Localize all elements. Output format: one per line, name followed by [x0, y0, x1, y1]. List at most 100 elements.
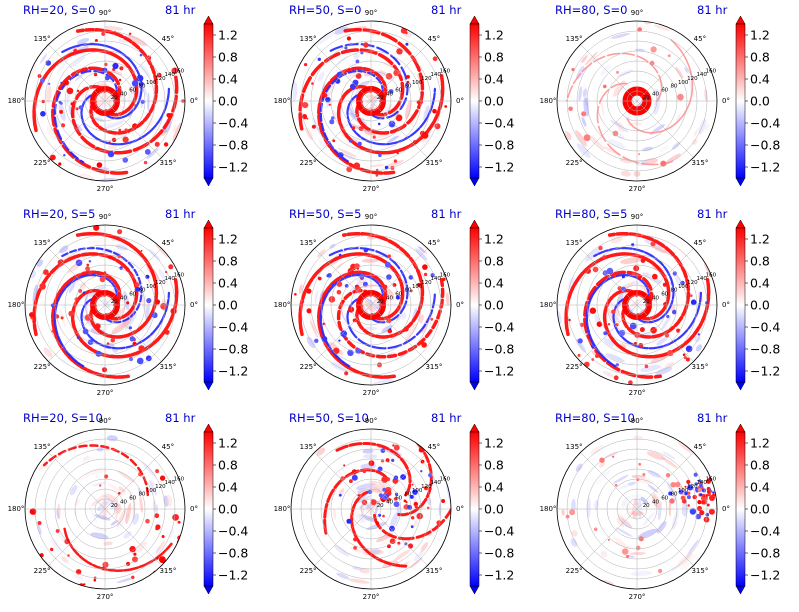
convective-cell: [154, 299, 161, 305]
polar-outline: [556, 20, 718, 182]
convective-cell: [84, 314, 92, 321]
convective-cell: [108, 141, 111, 144]
convective-cell: [383, 284, 388, 289]
field-streak: [575, 463, 583, 472]
angle-tick-label: 90°: [630, 9, 644, 17]
rainband: [80, 87, 170, 146]
field-streak: [139, 63, 151, 78]
rainband: [75, 27, 159, 135]
convective-cell: [693, 472, 698, 477]
angle-tick-label: 315°: [425, 363, 443, 372]
convective-cell: [637, 27, 642, 32]
convective-cell: [441, 499, 446, 503]
radial-tick-label: 100: [678, 284, 689, 290]
convective-cell: [342, 299, 345, 303]
angle-tick-label: 315°: [691, 159, 709, 168]
convective-cell: [650, 241, 656, 247]
convective-cell: [385, 73, 393, 80]
field-streak: [330, 362, 347, 372]
panel-title: RH=20, S=10: [23, 411, 103, 425]
radial-tick-label: 160: [440, 476, 451, 482]
radial-tick-label: 20: [111, 503, 118, 509]
convective-cell: [718, 494, 725, 501]
field-streak: [334, 26, 349, 35]
field-streak: [332, 110, 337, 119]
field-streak: [674, 274, 683, 288]
colorbar-tick-label: 0.4: [218, 276, 238, 291]
field-streak: [124, 313, 137, 331]
colorbar-gradient: [735, 227, 746, 383]
convective-cell: [607, 323, 611, 326]
angle-tick-label: 0°: [190, 301, 198, 309]
convective-cell: [709, 495, 715, 501]
field-streak: [581, 55, 588, 63]
field-streak: [677, 249, 687, 258]
radial-tick-label: 40: [120, 295, 127, 301]
angular-gridline: [48, 248, 106, 306]
colorbar: 1.2 0.8 0.4 0.0 −0.4 −0.8 −1.2: [469, 16, 514, 186]
convective-cell: [367, 489, 373, 495]
convective-cell: [697, 488, 702, 493]
angle-tick-label: 180°: [7, 301, 25, 309]
convective-cell: [687, 491, 691, 495]
convective-cell: [129, 336, 135, 342]
convective-cell: [302, 102, 309, 109]
colorbar-tick-label: −1.2: [750, 364, 780, 379]
colorbar-tick-label: −0.4: [218, 116, 248, 131]
colorbar-tick-label: 1.2: [484, 436, 504, 451]
convective-cell: [667, 350, 674, 357]
angle-tick-label: 0°: [722, 505, 730, 513]
convective-cell: [634, 341, 637, 345]
angular-gridline: [370, 508, 428, 566]
angular-gridline: [48, 508, 106, 566]
panel: RH=50, S=0 81 hr 20 40 60 80 100 120 140 160 0° 45°…: [266, 0, 532, 204]
field-streak: [581, 116, 587, 127]
colorbar-tick-label: −1.2: [218, 364, 248, 379]
convective-cell: [165, 270, 168, 274]
convective-cell: [708, 508, 715, 515]
angle-tick-label: 90°: [364, 213, 378, 221]
convective-cell: [614, 483, 618, 487]
convective-cell: [355, 348, 362, 354]
convective-cell: [697, 500, 702, 505]
convective-cell: [628, 380, 633, 385]
field-streak: [650, 354, 669, 364]
field-streak: [391, 298, 397, 306]
convective-cell: [423, 272, 428, 277]
field-streak: [667, 481, 678, 502]
convective-cell: [325, 97, 331, 103]
angular-gridline: [636, 248, 694, 306]
field-streak: [46, 125, 57, 140]
convective-cell: [384, 261, 391, 268]
radial-tick-label: 80: [671, 84, 678, 90]
field-streak: [149, 480, 157, 496]
field-streak: [675, 114, 681, 123]
field-streak: [172, 122, 182, 142]
field-streak: [69, 552, 84, 562]
convective-cell: [82, 328, 89, 335]
convective-cell: [652, 273, 658, 280]
radial-tick-label: 160: [440, 272, 451, 278]
radial-tick-label: 100: [146, 488, 157, 494]
field-streak: [423, 105, 430, 123]
field-streak: [325, 79, 329, 87]
angle-tick-label: 225°: [33, 567, 51, 576]
polar-outline: [290, 224, 452, 386]
convective-cell: [689, 508, 697, 515]
field-streak: [655, 366, 673, 376]
convective-cell: [666, 314, 670, 319]
field-streak: [373, 379, 394, 385]
convective-cell: [428, 473, 433, 478]
panel-title: RH=20, S=5: [23, 207, 96, 221]
convective-cell: [171, 67, 178, 75]
convective-cell: [129, 545, 136, 553]
colorbar-tick-label: 0.4: [218, 480, 238, 495]
convective-cell: [421, 342, 427, 348]
field-streak: [612, 536, 626, 545]
convective-cell: [616, 70, 619, 74]
convective-cell: [118, 601, 122, 605]
field-streak: [570, 538, 578, 547]
colorbar: 1.2 0.8 0.4 0.0 −0.4 −0.8 −1.2: [735, 220, 780, 390]
colorbar: 1.2 0.8 0.4 0.0 −0.4 −0.8 −1.2: [469, 220, 514, 390]
angle-tick-label: 315°: [425, 567, 443, 576]
